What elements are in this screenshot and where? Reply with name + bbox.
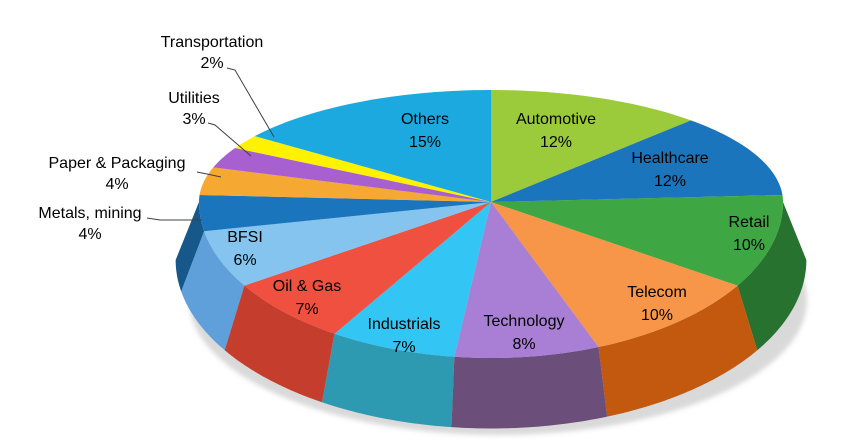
slice-label-utilities: Utilities 3% [168,90,220,128]
slice-label-metals-mining: Metals, mining 4% [38,205,141,243]
pie-slice-retail [491,194,783,286]
slice-label-transportation: Transportation 2% [161,34,264,72]
pie-slice-others [254,90,491,202]
pie-slice-transportation [235,136,491,202]
slice-label-technology: Technology 8% [484,313,565,353]
pie-slice-bfsi [204,202,492,286]
leader-line-paper-packaging [196,171,222,178]
pie-slice-metals-mining [199,194,491,232]
slice-label-bfsi: BFSI 6% [227,229,263,269]
pie-slice-side-oil-gas [224,285,335,403]
leader-line-transportation [226,67,275,138]
pie-slice-side-telecom [598,285,758,417]
pie-slice-side-industrials [322,333,455,428]
pie-slice-side-retail [737,202,807,351]
slice-label-healthcare: Healthcare 12% [631,150,708,190]
pie-slice-side-technology [451,347,608,429]
pie-slice-paper-packaging [199,167,491,202]
slice-label-others: Others 15% [401,111,449,151]
pie-slice-oil-gas [244,202,491,334]
slice-label-oil-gas: Oil & Gas 7% [273,278,341,318]
pie-slice-healthcare [491,120,783,202]
pie-slice-industrials [334,202,491,357]
pie-slice-side-metals-mining [175,202,205,292]
slice-label-telecom: Telecom 10% [627,284,687,324]
pie-slice-utilities [213,148,492,202]
slice-label-paper-packaging: Paper & Packaging 4% [49,155,186,193]
pie-slice-telecom [491,202,738,348]
slice-label-automotive: Automotive 12% [516,111,596,151]
pie-slice-side-bfsi [181,231,245,351]
leader-line-metals-mining [146,217,202,221]
pie-slice-technology [454,202,599,358]
slice-label-retail: Retail 10% [729,214,770,254]
pie-slice-automotive [491,90,691,202]
slice-label-industrials: Industrials 7% [368,316,441,356]
leader-line-utilities [207,122,252,157]
